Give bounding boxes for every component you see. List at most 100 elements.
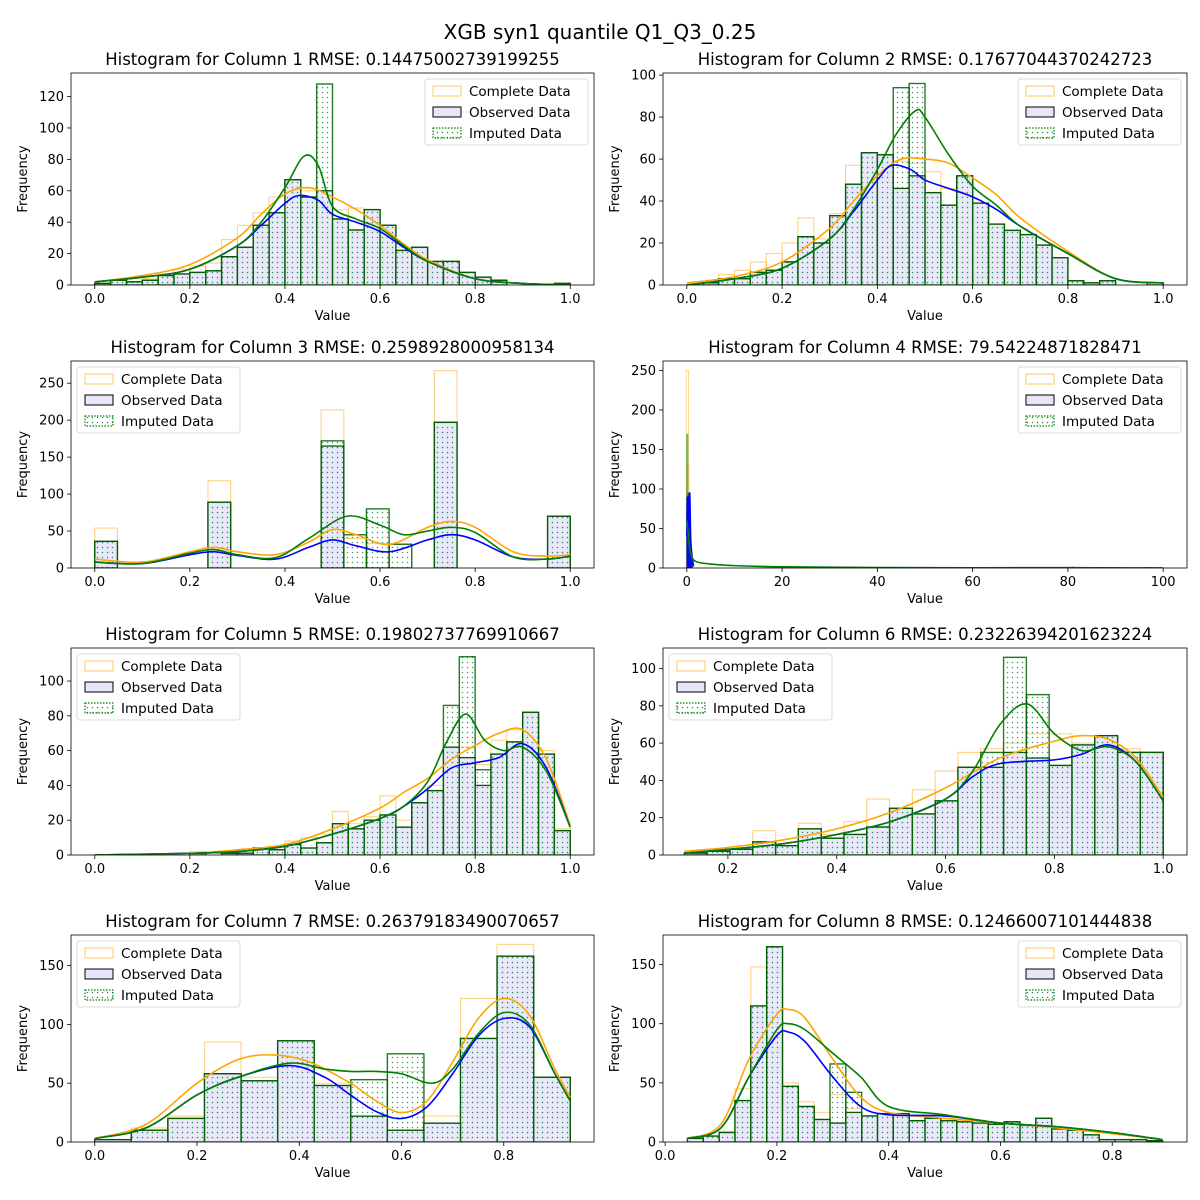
bar-observed-overlay [268,849,286,855]
y-tick-label: 0 [648,849,656,864]
legend-box [424,78,589,146]
legend-label: Imputed Data [1062,126,1155,142]
subplot-8: 0.0 0.2 0.4 0.6 0.8 Value 0 50 100 150 Frequency Hi… [608,912,1188,1181]
x-axis: 0.0 0.2 0.4 0.6 0.8 Value [84,1142,514,1181]
bar-observed [689,552,692,568]
bar-observed-overlay [458,756,476,855]
x-tick-label: 0.2 [180,575,201,590]
x-tick-label: 0.0 [676,292,697,307]
bar-observed-overlay [252,224,270,285]
x-tick-label: 0.4 [826,862,847,877]
kde-line-imputed [94,154,571,285]
bar-observed-overlay [911,813,936,855]
bar-observed-overlay [1035,244,1053,285]
bar-observed-overlay [733,278,751,285]
bar-observed-overlay [971,1122,989,1142]
bar-imputed [388,543,413,568]
y-tick-label: 250 [39,377,64,392]
x-tick-label: 0.4 [275,575,296,590]
x-tick-label: 0 [683,575,691,590]
y-tick-label: 40 [639,195,656,210]
bar-observed-overlay [423,1122,462,1142]
bar-observed-overlay [395,249,413,285]
x-tick-label: 1.0 [560,862,581,877]
x-tick-label: 0.8 [493,1149,514,1164]
bar-observed-overlay [781,1085,799,1142]
axes-frame [662,360,1188,569]
y-tick-label: 20 [639,237,656,252]
bar-observed-overlay [350,1115,389,1142]
bar-observed-overlay [546,515,571,568]
bar-observed-overlay [316,190,334,285]
bar-observed-overlay [924,191,942,285]
legend-swatch [84,415,114,427]
legend-label: Observed Data [121,967,222,983]
bar-observed-overlay [1139,751,1164,855]
x-tick-label: 80 [1060,575,1077,590]
subplot-title: Histogram for Column 4 RMSE: 79.54224871… [708,338,1142,357]
kde-line-complete [686,156,1164,284]
y-axis-label: Frequency [16,431,31,498]
bars-observed-hatch [94,955,571,1142]
y-axis: 0 20 40 60 80 100 Frequency [608,662,663,864]
bar-observed-overlay [1025,757,1050,855]
bar-observed-overlay [522,711,540,855]
bar-observed-overlay [157,274,175,285]
axes-frame [70,360,595,569]
kde-line-imputed [686,108,1164,285]
legend-label: Complete Data [469,84,571,100]
bar-observed-overlay [553,829,571,855]
bar-observed-overlay [774,845,800,855]
bar-observed-overlay [845,1111,863,1142]
subplot-title: Histogram for Column 7 RMSE: 0.263791834… [105,912,560,931]
y-axis-label: Frequency [608,718,623,785]
plot-content [94,943,571,1142]
x-tick-label: 0.4 [867,292,888,307]
axes-frame [662,934,1188,1143]
subplot-title: Histogram for Column 8 RMSE: 0.124660071… [698,912,1153,931]
y-tick-label: 80 [47,153,64,168]
x-axis: 0.0 0.2 0.4 0.6 0.8 1.0 Value [84,568,581,607]
y-tick-label: 120 [39,90,64,105]
axes-frame [662,72,1188,286]
x-axis-label: Value [907,592,943,607]
legend-swatch [84,989,114,1001]
legend-swatch [84,373,114,385]
x-tick-label: 0.0 [84,575,105,590]
bar-observed-overlay [379,814,397,855]
legend-swatch [1025,373,1055,385]
legend-swatch [1025,394,1055,406]
bar-observed-overlay [268,212,286,285]
legend: Complete Data Observed Data Imputed Data [1017,78,1182,146]
bars-observed-hatch [683,734,1164,855]
legend-box [76,940,241,1008]
y-tick-label: 20 [639,811,656,826]
bar-observed-overlay [386,1129,425,1142]
y-tick-label: 50 [639,522,656,537]
bar-observed-overlay [829,1122,847,1142]
bar-observed-overlay [940,1120,958,1142]
legend-swatch [676,660,706,672]
x-axis-label: Value [315,879,351,894]
bar-observed-overlay [347,828,365,855]
y-axis: 0 20 40 60 80 100 Frequency [608,69,663,294]
bar-observed-overlay [934,800,959,855]
legend-box [1017,366,1182,434]
x-axis: 0.0 0.2 0.4 0.6 0.8 1.0 Value [84,285,581,324]
axes-frame [70,647,595,856]
x-tick-label: 0.8 [465,575,486,590]
subplot-7: 0.0 0.2 0.4 0.6 0.8 Value 0 50 100 150 Frequency Hi… [16,912,595,1181]
y-tick-label: 60 [47,744,64,759]
bar-observed-overlay [971,202,990,285]
y-tick-label: 200 [39,414,64,429]
x-tick-label: 0.0 [84,862,105,877]
bar-observed-overlay [207,501,232,568]
bar-observed-overlay [797,1105,815,1142]
x-tick-label: 0.2 [180,292,201,307]
x-tick-label: 0.6 [391,1149,412,1164]
y-axis: 0 20 40 60 80 100 120 Frequency [16,90,71,294]
y-tick-label: 40 [639,774,656,789]
y-tick-label: 100 [631,1017,656,1032]
x-tick-label: 0.0 [84,292,105,307]
